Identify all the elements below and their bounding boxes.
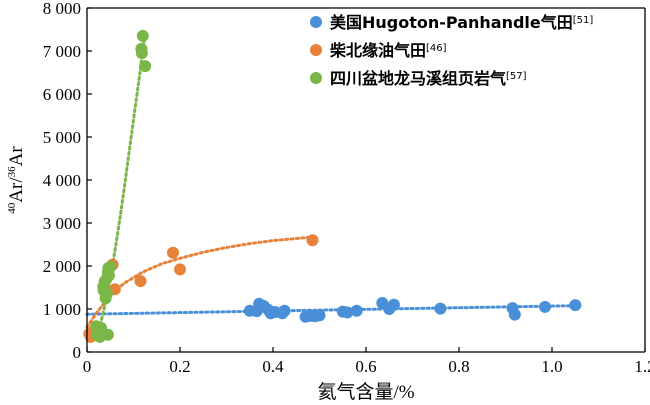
data-point-2 (136, 29, 149, 42)
y-axis-label-sup2: 36 (6, 166, 18, 178)
ticks: 0 0.2 0.4 0.6 0.8 1.0 1.2 0 1 000 2 000 3 000 4 000… (43, 0, 650, 376)
legend-label-chaibei: 柴北缘油气田[46] (329, 41, 447, 60)
data-point-0 (387, 298, 400, 311)
data-point-2 (135, 47, 148, 60)
data-point-2 (101, 287, 113, 300)
legend-item-sichuan: 四川盆地龙马溪组页岩气[57] (310, 69, 527, 88)
x-tick-label: 0.2 (169, 357, 190, 376)
legend-marker-hugoton (310, 16, 322, 28)
y-axis-label-part2: Ar (6, 146, 27, 167)
data-point-0 (434, 302, 447, 315)
data-points (83, 29, 582, 343)
trend-line-0 (85, 304, 582, 316)
y-axis-label-sup1: 40 (6, 202, 18, 214)
legend-marker-chaibei (310, 44, 322, 56)
legend-ref-hugoton: [51] (573, 15, 594, 26)
data-point-1 (306, 234, 319, 247)
data-point-0 (341, 306, 354, 319)
y-axis-label-part1: Ar/ (6, 177, 27, 203)
legend-ref-chaibei: [46] (426, 43, 447, 54)
x-tick-label: 1.0 (541, 357, 562, 376)
x-tick-label: 1.2 (634, 357, 650, 376)
legend-name-chaibei: 柴北缘油气田 (329, 41, 426, 60)
legend-marker-sichuan (310, 72, 322, 84)
trend-line-2 (94, 32, 147, 337)
y-tick-label: 0 (73, 343, 82, 362)
y-tick-label: 6 000 (43, 85, 81, 104)
y-tick-label: 4 000 (43, 171, 81, 190)
legend: 美国Hugoton-Panhandle气田[51] 柴北缘油气田[46] 四川盆… (310, 13, 593, 88)
data-point-0 (350, 304, 363, 317)
data-point-2 (101, 328, 114, 341)
x-tick-label: 0.8 (448, 357, 469, 376)
data-point-0 (539, 300, 551, 313)
x-tick-label: 0.6 (355, 357, 376, 376)
y-tick-label: 3 000 (43, 214, 81, 233)
y-tick-label: 5 000 (43, 128, 81, 147)
data-point-1 (167, 246, 179, 259)
data-point-2 (139, 60, 152, 73)
x-axis-label: 氦气含量/% (317, 381, 414, 403)
data-point-0 (313, 309, 326, 322)
y-tick-label: 2 000 (43, 257, 81, 276)
legend-item-chaibei: 柴北缘油气田[46] (310, 41, 447, 60)
legend-label-sichuan: 四川盆地龙马溪组页岩气[57] (330, 69, 527, 88)
y-tick-label: 1 000 (43, 300, 81, 319)
legend-name-hugoton: 美国Hugoton-Panhandle气田 (330, 13, 573, 32)
x-tick-label: 0.4 (262, 357, 284, 376)
data-point-0 (569, 299, 582, 312)
data-point-2 (104, 260, 117, 273)
data-point-0 (508, 308, 521, 321)
x-tick-label: 0 (83, 357, 92, 376)
y-axis-label: 40Ar/36Ar (6, 146, 28, 214)
data-point-1 (134, 275, 147, 288)
legend-label-hugoton: 美国Hugoton-Panhandle气田[51] (330, 13, 593, 32)
y-tick-label: 8 000 (43, 0, 81, 18)
legend-ref-sichuan: [57] (506, 71, 527, 82)
legend-item-hugoton: 美国Hugoton-Panhandle气田[51] (310, 13, 593, 32)
legend-name-sichuan: 四川盆地龙马溪组页岩气 (330, 69, 506, 88)
data-point-0 (278, 304, 291, 317)
data-point-1 (174, 263, 186, 276)
y-tick-label: 7 000 (43, 42, 81, 61)
